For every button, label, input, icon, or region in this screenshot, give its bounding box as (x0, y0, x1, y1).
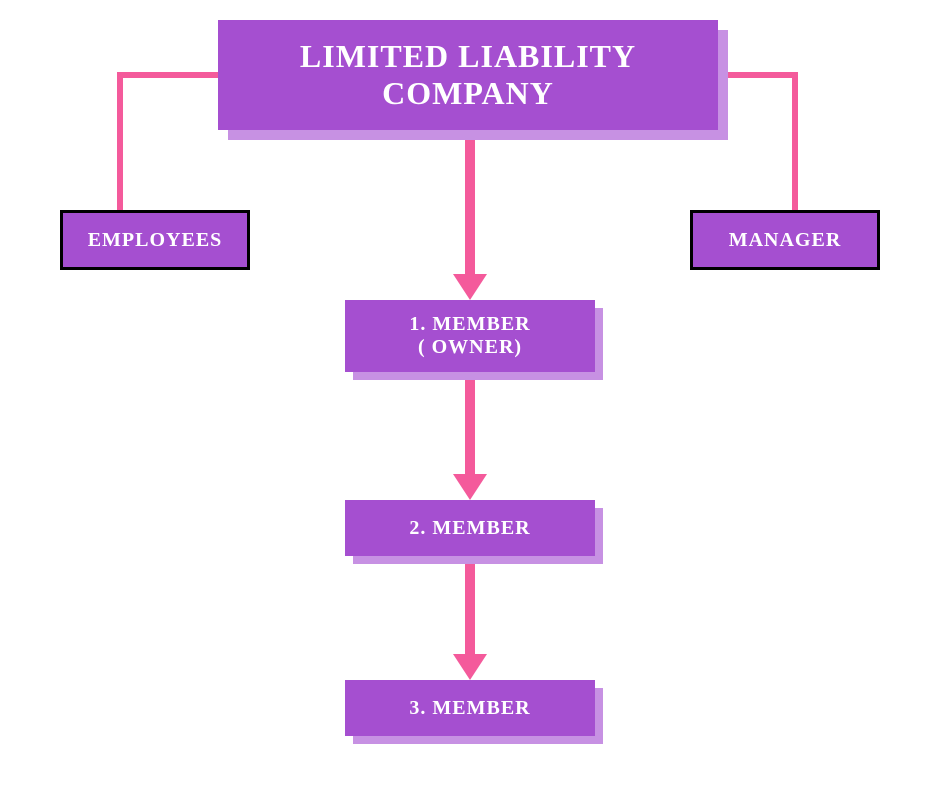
member2-box: 2. MEMBER (345, 500, 595, 556)
title-line1: LIMITED LIABILITY (300, 38, 636, 75)
member1-line2: ( OWNER) (409, 336, 530, 359)
title-line2: COMPANY (300, 75, 636, 112)
employees-box: EMPLOYEES (60, 210, 250, 270)
title-box: LIMITED LIABILITY COMPANY (218, 20, 718, 130)
member1-box: 1. MEMBER ( OWNER) (345, 300, 595, 372)
member3-box: 3. MEMBER (345, 680, 595, 736)
member3-label: 3. MEMBER (409, 697, 530, 720)
member2-label: 2. MEMBER (409, 517, 530, 540)
manager-label: MANAGER (729, 229, 842, 252)
employees-label: EMPLOYEES (88, 229, 223, 252)
manager-box: MANAGER (690, 210, 880, 270)
member1-line1: 1. MEMBER (409, 313, 530, 336)
